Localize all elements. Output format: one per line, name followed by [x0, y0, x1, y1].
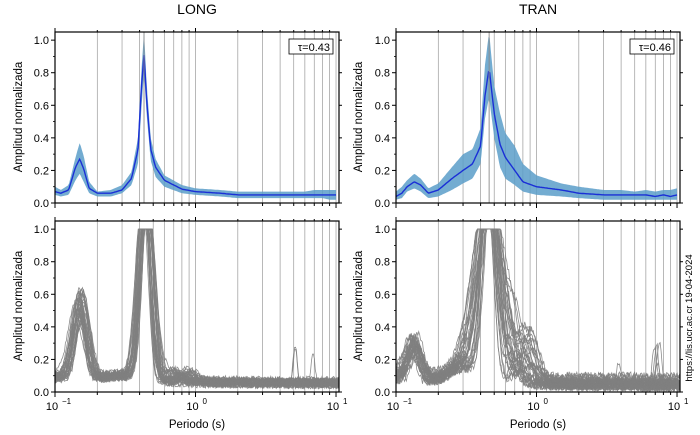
- spectrum-curve: [55, 228, 339, 388]
- panel-tran-individual: 0.0 0.2 0.4 0.6 0.8 1.0 10 −1 10 0 10 1: [375, 217, 689, 413]
- spectrum-curve: [396, 228, 680, 392]
- tau-box: [288, 38, 334, 55]
- x-tick-label-exp: −1: [62, 397, 72, 406]
- credit-text: https://lis.ucr.ac.cr 19-04-2024: [684, 254, 695, 381]
- y-tick-label: 0.4: [375, 133, 390, 145]
- plot-frame: [395, 220, 681, 393]
- spectrum-curve: [55, 228, 339, 390]
- y-tick-label: 1.0: [34, 224, 49, 236]
- tau-annotation: τ=0.43: [288, 38, 334, 55]
- y-tick-label: 0.8: [375, 68, 390, 80]
- x-tick-label-exp: 0: [544, 397, 549, 406]
- x-tick-label: 10: [46, 401, 58, 413]
- y-tick-label: 0.2: [34, 165, 49, 177]
- spectrum-curve: [396, 228, 680, 387]
- ylabel-tran-bottom: Amplitud normalizada: [353, 250, 365, 361]
- individual-spectra: [55, 228, 339, 390]
- panel-title-tran: TRAN: [519, 1, 557, 17]
- mean-line: [55, 54, 336, 196]
- x-tick-label: 10: [527, 401, 539, 413]
- y-tick-label: 0.2: [375, 165, 390, 177]
- y-tick-label: 0.0: [375, 198, 390, 210]
- y-tick-label: 0.8: [34, 68, 49, 80]
- tau-text: τ=0.43: [298, 42, 330, 54]
- y-tick-label: 0.6: [34, 100, 49, 112]
- std-band: [396, 36, 677, 200]
- x-tick-label: 10: [186, 401, 198, 413]
- plot-frame: [54, 220, 340, 393]
- tau-annotation: τ=0.46: [629, 38, 675, 55]
- panel-title-long: LONG: [177, 1, 217, 17]
- y-tick-label: 1.0: [34, 35, 49, 47]
- x-tick-label-exp: 0: [203, 397, 208, 406]
- tau-text: τ=0.46: [639, 42, 671, 54]
- panel-long-individual: 0.0 0.2 0.4 0.6 0.8 1.0 10 −1 10 0 10 1: [34, 217, 348, 413]
- y-tick-label: 0.0: [34, 198, 49, 210]
- y-tick-label: 0.8: [34, 257, 49, 269]
- x-tick-label: 10: [668, 401, 680, 413]
- plot-frame: [395, 31, 681, 204]
- y-tick-label: 0.6: [34, 289, 49, 301]
- y-tick-label: 0.6: [375, 289, 390, 301]
- y-tick-label: 0.4: [375, 322, 390, 334]
- x-tick-label-exp: −1: [403, 397, 413, 406]
- ylabel-long-bottom: Amplitud normalizada: [13, 250, 25, 361]
- y-tick-label: 0.0: [34, 387, 49, 399]
- ylabel-tran-top: Amplitud normalizada: [353, 61, 365, 172]
- mean-line: [396, 70, 678, 198]
- y-tick-label: 1.0: [375, 35, 390, 47]
- individual-spectra: [396, 228, 680, 392]
- x-tick-label: 10: [327, 401, 339, 413]
- y-tick-label: 0.6: [375, 100, 390, 112]
- x-tick-label-exp: 1: [684, 397, 689, 406]
- ylabel-long-top: Amplitud normalizada: [13, 61, 25, 172]
- xlabel-long: Periodo (s): [169, 419, 225, 431]
- panel-long-mean: 0.0 0.2 0.4 0.6 0.8 1.0 τ=0.43: [34, 28, 342, 210]
- spectrum-curve: [55, 228, 339, 386]
- y-tick-label: 0.4: [34, 322, 49, 334]
- y-tick-label: 1.0: [375, 224, 390, 236]
- y-tick-label: 0.2: [34, 354, 49, 366]
- y-tick-label: 0.8: [375, 257, 390, 269]
- tau-box: [629, 38, 675, 55]
- x-tick-label-exp: 1: [343, 397, 348, 406]
- y-tick-label: 0.4: [34, 133, 49, 145]
- y-tick-label: 0.0: [375, 387, 390, 399]
- plot-frame: [54, 31, 340, 204]
- x-tick-label: 10: [387, 401, 399, 413]
- spectrum-curve: [396, 228, 680, 381]
- panel-tran-mean: 0.0 0.2 0.4 0.6 0.8 1.0 τ=0.46: [375, 28, 683, 210]
- y-tick-label: 0.2: [375, 354, 390, 366]
- xlabel-tran: Periodo (s): [510, 419, 566, 431]
